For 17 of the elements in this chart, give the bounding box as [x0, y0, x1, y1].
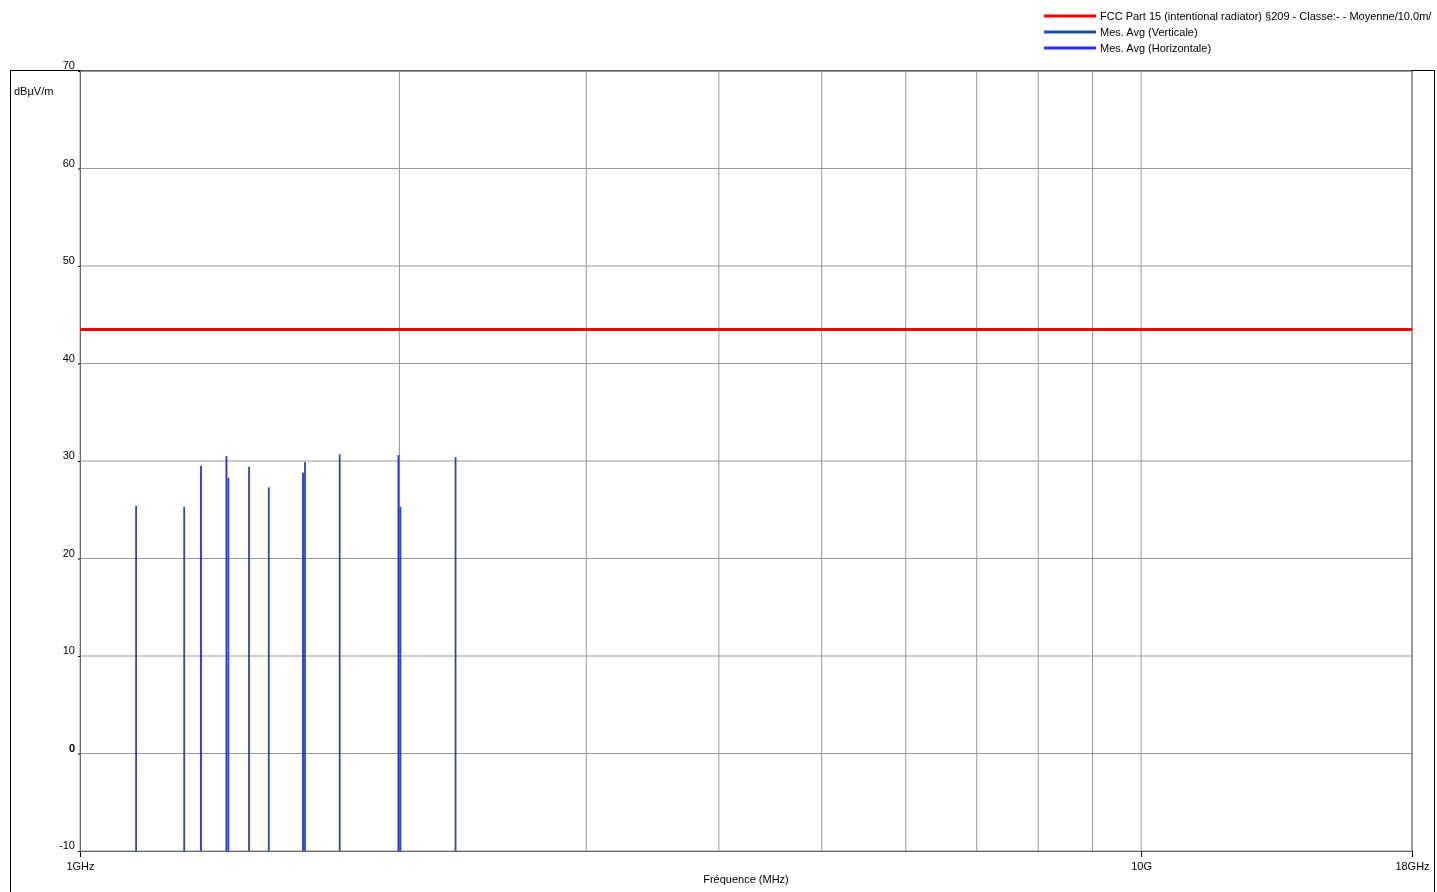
y-tick-label: 50	[62, 254, 75, 267]
y-tick-label: 40	[62, 351, 75, 364]
legend-label: Mes. Avg (Verticale)	[1100, 26, 1198, 38]
x-axis-title: Fréquence (MHz)	[703, 873, 789, 885]
y-tick-label: -10	[59, 839, 75, 852]
legend-label: FCC Part 15 (intentional radiator) §209 - Classe:- - Moyenne/10.0m/	[1100, 10, 1433, 22]
y-tick-label: 0	[68, 741, 75, 754]
legend-label: Mes. Avg (Horizontale)	[1100, 42, 1212, 54]
y-tick-label: 20	[62, 546, 75, 559]
y-axis-title: dBµV/m	[14, 85, 54, 97]
y-tick-label: 30	[62, 449, 75, 462]
y-tick-label: 70	[62, 59, 75, 72]
x-tick-label: 18GHz	[1395, 859, 1430, 872]
x-tick-label: 10G	[1131, 859, 1153, 872]
x-tick-label: 1GHz	[66, 859, 95, 872]
y-tick-label: 10	[62, 644, 75, 657]
y-tick-label: 60	[62, 156, 75, 169]
